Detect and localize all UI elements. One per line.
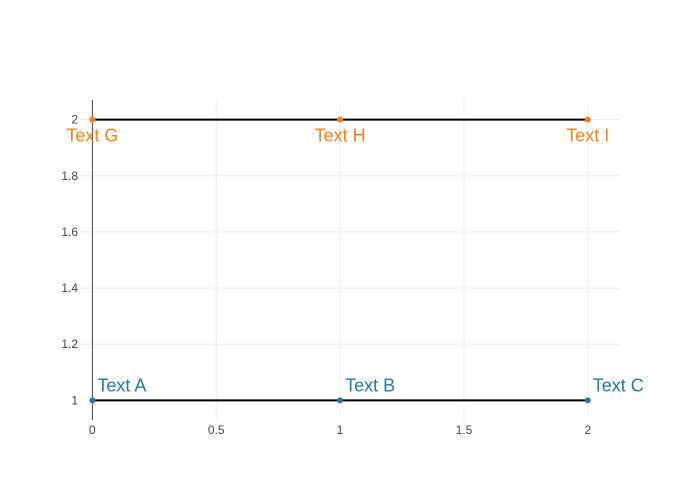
series-0-text-label-2: Text C	[593, 375, 644, 395]
series-1-text-label-1: Text H	[315, 126, 366, 146]
y-tick-label-3: 1.6	[61, 225, 78, 239]
axis-layer: 0 0.5 1 1.5 2 1 1.2 1.4 1.6 1.8 2	[61, 100, 591, 437]
series-layer: Text A Text B Text C Text G Text H Text I	[66, 116, 644, 404]
x-tick-label-1: 0.5	[208, 423, 225, 437]
y-tick-label-2: 1.4	[61, 281, 78, 295]
x-tick-label-0: 0	[89, 423, 96, 437]
y-tick-label-5: 2	[71, 113, 78, 127]
y-tick-label-4: 1.8	[61, 169, 78, 183]
y-tick-label-0: 1	[71, 393, 78, 407]
series-1-point-2	[584, 116, 591, 123]
series-1-point-0	[89, 116, 96, 123]
x-tick-label-2: 1	[337, 423, 344, 437]
series-0-point-2	[584, 397, 591, 404]
series-0-text-label-1: Text B	[345, 375, 395, 395]
x-tick-label-4: 2	[584, 423, 591, 437]
series-0-point-0	[89, 397, 96, 404]
series-1-text-label-0: Text G	[66, 126, 118, 146]
series-1-point-1	[337, 116, 344, 123]
x-tick-label-3: 1.5	[456, 423, 473, 437]
series-1-text-label-2: Text I	[566, 126, 609, 146]
y-tick-label-1: 1.2	[61, 337, 78, 351]
series-0-point-1	[337, 397, 344, 404]
series-0-text-label-0: Text A	[97, 375, 146, 395]
